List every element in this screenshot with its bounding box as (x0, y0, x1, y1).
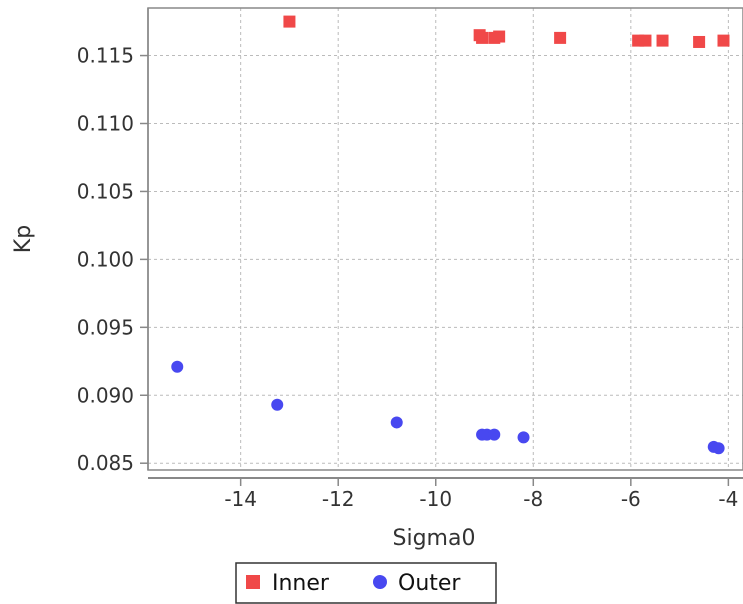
data-point-inner (554, 31, 567, 44)
y-tick-label: 0.100 (77, 247, 134, 271)
legend-marker-outer (373, 575, 387, 589)
y-tick-label: 0.095 (77, 315, 134, 339)
data-point-inner (693, 35, 706, 48)
x-axis-title: Sigma0 (393, 526, 476, 551)
legend-marker-inner (246, 575, 260, 589)
data-point-inner (656, 34, 669, 47)
data-point-inner (476, 31, 489, 44)
y-tick-label: 0.085 (77, 451, 134, 475)
legend: Inner Outer (235, 562, 497, 604)
data-points (171, 15, 730, 455)
legend-label-inner: Inner (272, 571, 330, 596)
y-tick-label: 0.115 (77, 44, 134, 68)
x-tick-label: -4 (718, 487, 738, 511)
y-axis-title: Kp (11, 225, 36, 253)
ticks: -14 -12 -10 -8 -6 -4 0.085 0.090 0.095 0.100 0.105… (77, 44, 739, 511)
y-tick-label: 0.105 (77, 179, 134, 203)
y-tick-label: 0.110 (77, 112, 134, 136)
x-tick-label: -6 (621, 487, 641, 511)
data-point-inner (493, 30, 506, 43)
x-tick-label: -14 (224, 487, 257, 511)
data-point-outer (271, 398, 284, 411)
data-point-inner (283, 15, 296, 28)
x-tick-label: -12 (322, 487, 355, 511)
legend-box (235, 562, 497, 604)
data-point-outer (171, 360, 184, 373)
data-point-inner (717, 34, 730, 47)
x-tick-label: -10 (419, 487, 452, 511)
data-point-inner (639, 34, 652, 47)
x-tick-label: -8 (523, 487, 543, 511)
plot-frame (147, 7, 743, 471)
data-point-outer (517, 431, 530, 444)
data-point-outer (712, 442, 725, 455)
grid (148, 8, 743, 470)
data-point-outer (390, 416, 403, 429)
legend-label-outer: Outer (398, 571, 461, 596)
data-point-outer (488, 428, 501, 441)
y-tick-label: 0.090 (77, 383, 134, 407)
